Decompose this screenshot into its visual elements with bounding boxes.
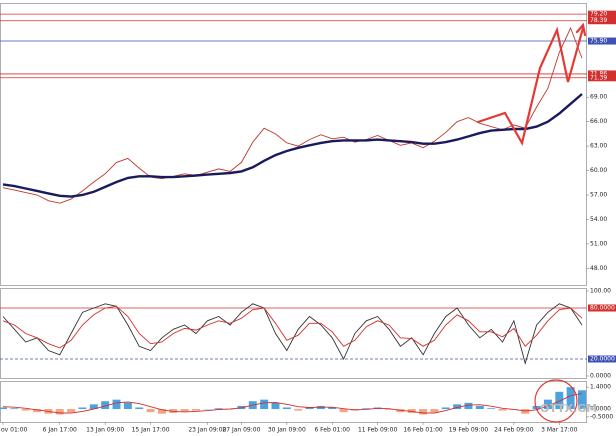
series-line — [2, 26, 583, 204]
histogram-bar — [123, 402, 132, 410]
histogram-bar — [543, 399, 552, 410]
histogram-bar — [294, 409, 303, 411]
oscillator-panel — [0, 288, 587, 379]
level-label-box — [588, 74, 616, 82]
level-label: 20.0000 — [590, 356, 615, 363]
histogram-bar — [498, 409, 507, 411]
histogram-bar — [271, 402, 280, 410]
y-tick-label: 60.00 — [590, 167, 607, 174]
histogram-bar — [578, 390, 586, 410]
histogram-bar — [487, 408, 496, 410]
y-tick-label: 66.00 — [590, 118, 607, 125]
histogram-bar — [55, 409, 64, 415]
histogram-bar — [475, 405, 484, 410]
level-label: 75.90 — [590, 38, 607, 45]
histogram-bar — [21, 409, 30, 411]
y-tick-label: 57.00 — [590, 192, 607, 199]
x-tick-label: ov 01:00 — [1, 427, 28, 434]
histogram-bar — [157, 409, 166, 414]
series-line — [2, 392, 583, 414]
histogram-bar — [419, 409, 428, 415]
series-line — [2, 305, 583, 349]
y-tick-label: 1.4000 — [590, 384, 611, 391]
histogram-bar — [180, 409, 189, 412]
zigzag-arrow — [476, 26, 585, 146]
histogram-bar — [89, 404, 98, 410]
x-tick-label: 23 Jan 09:00 — [188, 427, 226, 434]
level-label-box — [588, 37, 616, 45]
level-label: 71.86 — [590, 70, 607, 77]
y-tick-label: 63.00 — [590, 143, 607, 150]
histogram-bar — [192, 409, 200, 411]
histogram-bar — [10, 408, 19, 410]
arrow-head — [575, 22, 587, 37]
histogram-bar — [555, 391, 564, 410]
histogram-bar — [339, 409, 348, 413]
histogram-bar — [441, 407, 450, 410]
price-panel — [0, 3, 587, 286]
y-tick-label: 0.0000 — [590, 406, 611, 413]
histogram-bar — [566, 387, 575, 410]
x-tick-label: 11 Feb 09:00 — [358, 427, 398, 434]
y-tick-label: 48.00 — [590, 265, 607, 272]
x-tick-label: 19 Feb 09:00 — [449, 427, 489, 434]
x-tick-label: 6 Feb 01:00 — [314, 427, 350, 434]
series-line — [2, 303, 583, 365]
y-tick-label: 69.00 — [590, 94, 607, 101]
histogram-bar — [78, 407, 87, 410]
x-tick-label: 13 Jan 09:00 — [86, 427, 124, 434]
histogram-bar — [0, 407, 7, 410]
histogram-bar — [464, 402, 473, 410]
histogram-bar — [282, 407, 291, 410]
histogram-bar — [385, 409, 393, 410]
highlight-circle — [534, 379, 578, 423]
histogram-bar — [67, 409, 76, 413]
level-label: 79.20 — [590, 11, 607, 18]
macd-panel — [0, 381, 587, 423]
x-tick-label: 3 Mar 17:00 — [541, 427, 577, 434]
histogram-bar — [362, 408, 371, 410]
histogram-bar — [328, 407, 337, 410]
plot-layer: 48.00 51.00 54.00 57.00 60.00 63.00 66.00 69.00… — [0, 10, 616, 434]
x-tick-label: 30 Jan 09:00 — [268, 427, 306, 434]
level-label: 80.0000 — [590, 305, 615, 312]
histogram-bar — [260, 399, 269, 410]
y-tick-label: 51.00 — [590, 240, 607, 247]
watermark: OTTX.GM — [540, 402, 597, 415]
series-line — [2, 93, 583, 198]
level-label-box — [588, 10, 616, 18]
level-label-box — [588, 304, 616, 312]
y-tick-label: 54.00 — [590, 216, 607, 223]
level-label: 71.39 — [590, 74, 607, 81]
x-tick-label: 24 Feb 09:00 — [494, 427, 534, 434]
histogram-bar — [214, 408, 223, 410]
level-label-box — [588, 70, 616, 78]
histogram-bar — [112, 399, 121, 410]
histogram-bar — [305, 407, 314, 410]
y-tick-label: 100.00 — [590, 288, 611, 295]
histogram-bar — [135, 407, 144, 410]
x-tick-label: 16 Feb 01:00 — [403, 427, 443, 434]
level-label: 78.39 — [590, 17, 607, 24]
histogram-bar — [146, 409, 155, 413]
histogram-bar — [430, 409, 439, 413]
annotation-arrows — [476, 22, 587, 423]
y-tick-label: 0.0000 — [590, 373, 611, 380]
histogram-bar — [453, 404, 462, 410]
x-tick-label: 27 Jan 09:00 — [222, 427, 260, 434]
histogram-bar — [101, 401, 110, 410]
histogram-bar — [33, 409, 42, 413]
level-label-box — [588, 17, 616, 25]
histogram-bar — [521, 409, 530, 414]
level-label-box — [588, 355, 616, 363]
x-tick-label: 15 Jan 17:00 — [132, 427, 170, 434]
y-tick-label: -0.5000 — [590, 413, 613, 420]
x-tick-label: 6 Jan 17:00 — [43, 427, 77, 434]
